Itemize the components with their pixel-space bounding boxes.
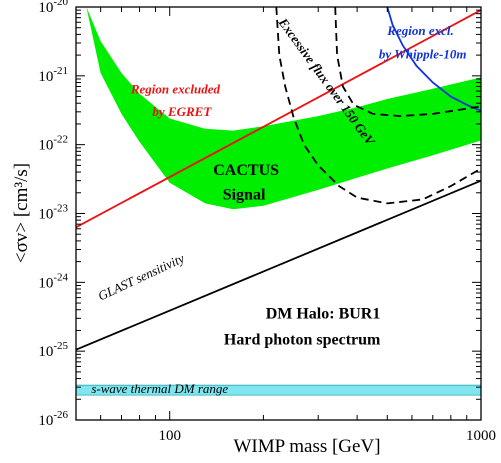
s-wave-thermal-dm-range-region [76, 384, 481, 396]
y-tick-label: 10-20 [38, 0, 68, 16]
x-tick-label: 1000 [466, 428, 496, 444]
y-tick-label: 10-22 [38, 134, 68, 154]
region-excl-annotation: Region excl. [386, 23, 453, 38]
x-tick-label: 100 [158, 428, 181, 444]
y-tick-label: 10-25 [38, 340, 68, 360]
glast-sensitivity-annotation: GLAST sensitivity [96, 250, 187, 303]
x-axis-label: WIMP mass [GeV] [233, 436, 380, 457]
y-axis-label: <σv> [cm³/s] [11, 163, 32, 263]
region-excl-by-whipple-10m-line [386, 7, 481, 112]
excessive-flux-over-150-gev-line [275, 7, 481, 205]
y-tick-label: 10-23 [38, 203, 68, 223]
cactus-signal-region [86, 7, 481, 210]
signal-annotation: Signal [223, 186, 266, 203]
glast-sensitivity-line [76, 179, 481, 351]
y-tick-label: 10-21 [38, 65, 68, 85]
region-excluded-by-egret-line [76, 9, 481, 229]
dm-halo-bur1-annotation: DM Halo: BUR1 [266, 305, 381, 322]
by-egret-annotation: by EGRET [152, 104, 212, 119]
region-excluded-annotation: Region excluded [130, 82, 221, 97]
hard-photon-spectrum-annotation: Hard photon spectrum [224, 331, 381, 348]
s-wave-thermal-dm-range-annotation: s-wave thermal DM range [91, 381, 228, 396]
y-tick-label: 10-26 [38, 409, 68, 429]
excessive-flux-over-150-gev-upper-line [334, 7, 481, 118]
cactus-annotation: CACTUS [213, 162, 279, 179]
y-tick-label: 10-24 [38, 271, 68, 291]
by-whipple-10m-annotation: by Whipple-10m [379, 46, 467, 61]
